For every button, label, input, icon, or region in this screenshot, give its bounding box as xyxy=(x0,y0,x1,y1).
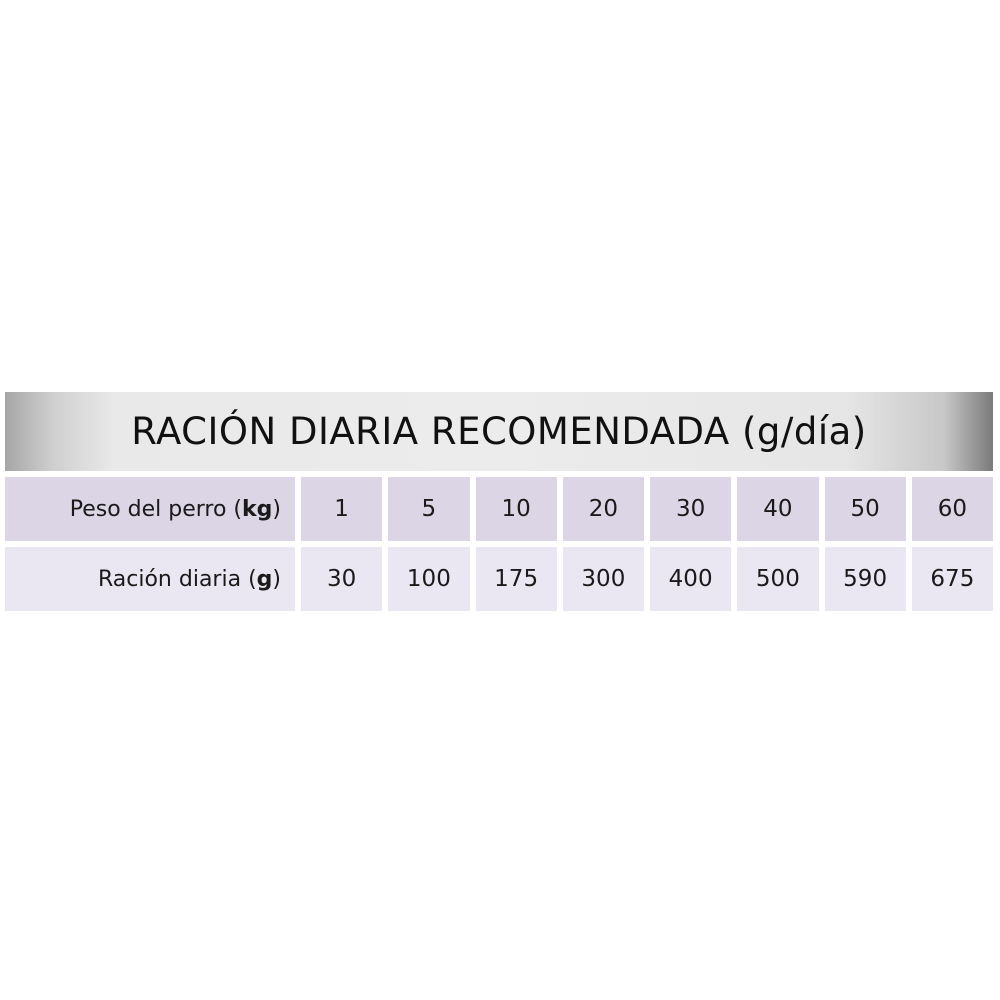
table-title: RACIÓN DIARIA RECOMENDADA (g/día) xyxy=(5,392,993,471)
table-cell: 5 xyxy=(388,477,470,541)
table-cell: 30 xyxy=(650,477,732,541)
table-cell: 590 xyxy=(824,547,906,611)
table-cell: 1 xyxy=(301,477,383,541)
table-cell: 50 xyxy=(824,477,906,541)
table-cell: 300 xyxy=(562,547,644,611)
table-cell: 60 xyxy=(911,477,993,541)
table-cell: 20 xyxy=(562,477,644,541)
row-label-close: ) xyxy=(272,496,281,522)
table-cell: 675 xyxy=(911,547,993,611)
table-cell: 175 xyxy=(475,547,557,611)
table-cell: 30 xyxy=(301,547,383,611)
table-cell: 500 xyxy=(737,547,819,611)
row-label: Ración diaria ( xyxy=(97,566,257,592)
table-cell: 100 xyxy=(388,547,470,611)
row-label-close: ) xyxy=(272,566,281,592)
row-header-weight: Peso del perro (kg) xyxy=(5,477,295,541)
table-row-weight: Peso del perro (kg) 1 5 10 20 30 40 50 6… xyxy=(5,477,993,541)
table-cell: 10 xyxy=(475,477,557,541)
table-row-ration: Ración diaria (g) 30 100 175 300 400 500… xyxy=(5,547,993,611)
row-label: Peso del perro ( xyxy=(69,496,243,522)
table-cell: 40 xyxy=(737,477,819,541)
row-unit: g xyxy=(256,566,273,592)
feeding-table: RACIÓN DIARIA RECOMENDADA (g/día) Peso d… xyxy=(5,392,993,611)
table-cell: 400 xyxy=(650,547,732,611)
row-header-ration: Ración diaria (g) xyxy=(5,547,295,611)
row-unit: kg xyxy=(242,496,273,522)
